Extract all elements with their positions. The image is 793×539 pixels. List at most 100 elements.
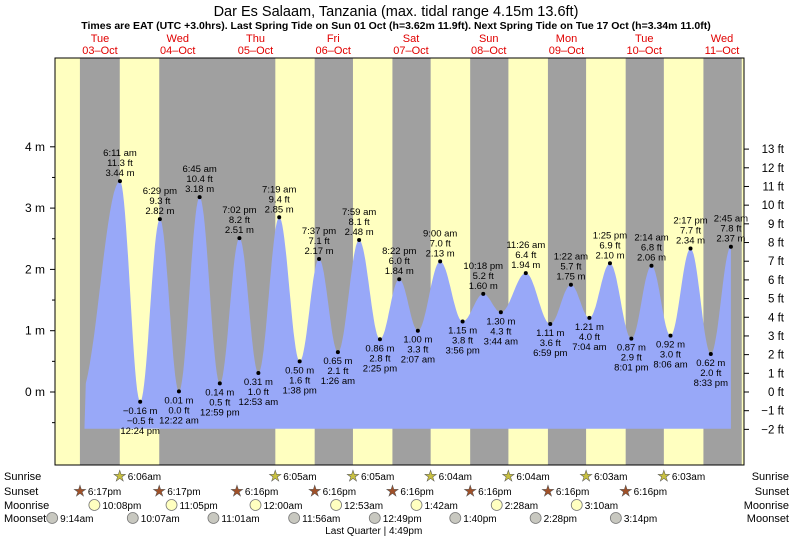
tide-height-ft: 2.1 ft xyxy=(327,366,348,377)
low-tide-point xyxy=(587,315,592,320)
ft-tick-label: 9 ft xyxy=(768,219,785,231)
sunset-time: 6:16pm xyxy=(556,487,589,498)
tide-height-m: 2.51 m xyxy=(225,225,254,236)
tide-height-ft: 3.8 ft xyxy=(452,336,473,347)
tide-time: 1:26 am xyxy=(321,376,355,387)
tide-height-ft: 9.3 ft xyxy=(149,196,170,207)
sunset-time: 6:16pm xyxy=(400,487,433,498)
tide-height-m: 0.86 m xyxy=(365,343,394,354)
tide-height-ft: 1.6 ft xyxy=(289,375,310,386)
low-tide-point xyxy=(460,319,465,324)
tide-height-m: 2.85 m xyxy=(265,204,294,215)
day-date: 08–Oct xyxy=(471,45,506,57)
ft-tick-label: 7 ft xyxy=(768,256,785,268)
moonset-time: 11:01am xyxy=(221,514,259,525)
moonset-icon xyxy=(126,512,139,524)
y-tick-label: 3 m xyxy=(25,201,45,215)
tide-time: 8:33 pm xyxy=(694,378,728,389)
tide-time: 2:14 am xyxy=(634,233,668,244)
sunrise-icon: ★ xyxy=(346,468,359,485)
tide-height-ft: 2.0 ft xyxy=(700,368,721,379)
tide-height-ft: 9.4 ft xyxy=(269,194,290,205)
low-tide-point xyxy=(668,333,673,338)
day-name: Sat xyxy=(403,33,420,45)
sunset-time: 6:17pm xyxy=(167,487,200,498)
tide-time: 6:45 am xyxy=(182,164,216,175)
tide-height-m: 0.62 m xyxy=(696,358,725,369)
tide-height-ft: 5.7 ft xyxy=(560,262,581,273)
sunset-time: 6:17pm xyxy=(88,487,121,498)
day-date: 05–Oct xyxy=(238,45,273,57)
moonset-time: 9:14am xyxy=(60,514,93,525)
ft-tick-label: 13 ft xyxy=(762,144,785,156)
tide-height-ft: 4.3 ft xyxy=(490,326,511,337)
sunrise-time: 6:05am xyxy=(283,472,316,483)
ft-tick-label: 12 ft xyxy=(762,163,785,175)
ft-tick-label: 6 ft xyxy=(768,275,785,287)
sunset-icon: ★ xyxy=(308,483,321,500)
low-tide-point xyxy=(217,381,222,386)
sunset-icon: ★ xyxy=(230,483,243,500)
sunset-icon: ★ xyxy=(153,483,166,500)
tide-height-m: 1.11 m xyxy=(536,328,564,339)
tide-time: 10:18 pm xyxy=(463,261,503,272)
high-tide-point xyxy=(438,259,443,264)
high-tide-point xyxy=(481,291,486,296)
tide-time: 6:59 pm xyxy=(533,348,567,359)
sunset-time: 6:16pm xyxy=(245,487,278,498)
low-tide-point xyxy=(176,389,181,394)
tide-height-m: 2.34 m xyxy=(676,236,705,247)
high-tide-point xyxy=(523,271,528,276)
moonset-time: 2:28pm xyxy=(544,514,577,525)
y-tick-label: 0 m xyxy=(25,385,45,399)
tide-height-m: 0.14 m xyxy=(205,387,234,398)
tide-height-m: 1.75 m xyxy=(556,272,585,283)
tide-time: 7:04 am xyxy=(572,342,606,353)
moonset-icon xyxy=(46,512,59,524)
sunset-icon: ★ xyxy=(386,483,399,500)
high-tide-point xyxy=(357,237,362,242)
moonrise-icon xyxy=(490,499,503,511)
sunrise-icon: ★ xyxy=(579,468,592,485)
high-tide-point xyxy=(237,236,242,241)
tide-height-m: 1.00 m xyxy=(403,335,432,346)
tide-height-m: 1.30 m xyxy=(486,316,515,327)
moonset-row-label-left: Moonset xyxy=(4,513,46,525)
tide-time: 3:44 am xyxy=(484,336,518,347)
day-name: Sun xyxy=(479,33,499,45)
tide-height-m: 0.50 m xyxy=(285,365,314,376)
moonrise-icon xyxy=(410,499,423,511)
tide-time: 1:25 pm xyxy=(593,230,627,241)
tide-height-m: 1.84 m xyxy=(385,266,414,277)
tide-time: 7:59 am xyxy=(342,207,376,218)
tide-height-m: 2.06 m xyxy=(637,253,666,264)
tide-time: 8:22 pm xyxy=(382,246,416,257)
day-date: 11–Oct xyxy=(705,45,740,57)
moonset-icon xyxy=(288,512,301,524)
sunset-icon: ★ xyxy=(541,483,554,500)
tide-height-m: 0.65 m xyxy=(323,356,352,367)
high-tide-point xyxy=(117,179,122,184)
tide-height-ft: 6.4 ft xyxy=(515,250,536,261)
day-name: Fri xyxy=(327,33,340,45)
moonset-time: 12:49pm xyxy=(383,514,422,525)
high-tide-point xyxy=(649,263,654,268)
low-tide-point xyxy=(629,336,634,341)
tide-time: 2:45 am xyxy=(714,214,748,225)
tide-height-ft: 6.8 ft xyxy=(641,243,662,254)
tide-height-m: 1.21 m xyxy=(575,322,604,333)
high-tide-point xyxy=(197,195,202,200)
sunrise-time: 6:04am xyxy=(516,472,549,483)
ft-tick-label: 1 ft xyxy=(768,368,785,380)
ft-tick-label: −1 ft xyxy=(761,406,785,418)
sunset-row-label-right: Sunset xyxy=(755,486,789,498)
sunset-icon: ★ xyxy=(463,483,476,500)
tide-height-ft: 7.7 ft xyxy=(680,226,701,237)
tide-time: 8:06 am xyxy=(653,360,687,371)
sunrise-row-label-right: Sunrise xyxy=(752,471,789,483)
sunrise-time: 6:03am xyxy=(672,472,705,483)
sunrise-icon: ★ xyxy=(502,468,515,485)
sunrise-time: 6:06am xyxy=(128,472,161,483)
tide-time: 3:56 pm xyxy=(445,346,479,357)
